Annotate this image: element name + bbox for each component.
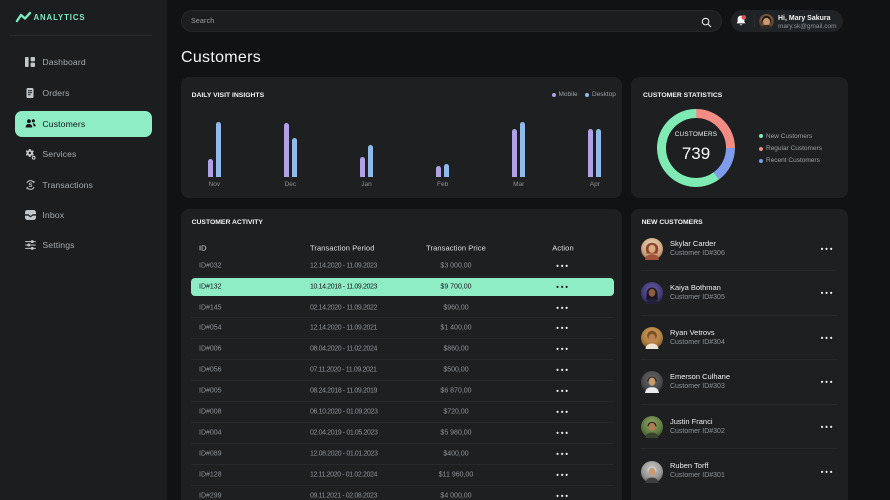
svg-text:S: S <box>28 183 32 189</box>
